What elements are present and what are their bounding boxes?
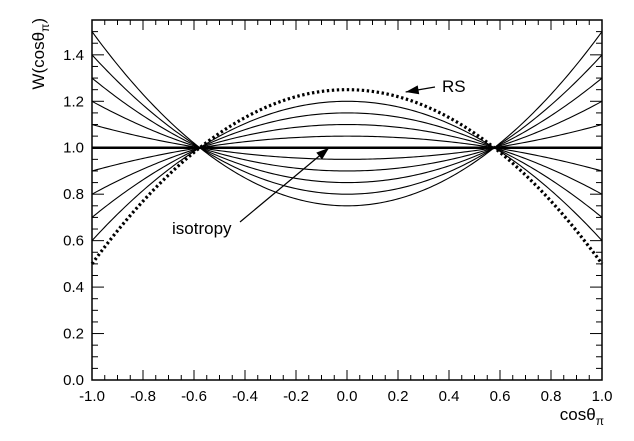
y-tick-label: 1.4: [63, 47, 84, 64]
rs-arrow-head: [405, 85, 420, 95]
y-axis-title-close: ): [29, 18, 48, 24]
series-line-7: [91, 123, 603, 195]
x-tick-label: -1.0: [79, 388, 105, 405]
y-axis-title: W(cosθπ): [29, 18, 52, 90]
curves-group: [90, 31, 604, 265]
x-tick-label: 0.2: [388, 388, 409, 405]
x-axis-title-subscript: π: [596, 414, 604, 428]
x-axis-title-main: cosθ: [560, 405, 596, 424]
series-line-3: [91, 100, 603, 172]
series-line-8: [91, 112, 603, 218]
x-tick-label: 0.0: [337, 388, 358, 405]
x-tick-label: 0.6: [490, 388, 511, 405]
y-axis-title-main: W(cosθ: [29, 32, 48, 90]
isotropy-label: isotropy: [172, 219, 232, 238]
y-axis-ticks: 0.0 0.2 0.4 0.6 0.8 1.0 1.2 1.4: [63, 19, 602, 389]
x-tick-label: 0.8: [541, 388, 562, 405]
y-tick-label: 0.8: [63, 186, 84, 203]
x-tick-label: 1.0: [592, 388, 613, 405]
y-tick-label: 1.0: [63, 140, 84, 157]
annotations-group: RS isotropy: [172, 77, 466, 238]
series-line-6: [91, 135, 603, 172]
y-tick-label: 0.2: [63, 326, 84, 343]
series-line-9: [91, 100, 603, 242]
x-tick-label: -0.6: [181, 388, 207, 405]
isotropy-arrow-shaft: [239, 147, 330, 223]
x-tick-label: -0.4: [232, 388, 258, 405]
series-line-4: [91, 123, 603, 160]
x-axis-ticks: -1.0 -0.8 -0.6 -0.4 -0.2 0.0 0.2 0.4 0.6 0.8 1.0: [79, 20, 612, 405]
series-line-1: [91, 54, 603, 195]
y-tick-label: 0.6: [63, 233, 84, 250]
plot-frame: [91, 19, 603, 381]
y-axis-title-subscript: π: [38, 24, 52, 32]
isotropy-arrow-head: [316, 147, 330, 160]
series-rs-line: [90, 88, 604, 265]
y-tick-label: 0.0: [63, 372, 84, 389]
series-line-0: [91, 31, 603, 207]
x-tick-label: -0.2: [283, 388, 309, 405]
x-tick-label: 0.4: [439, 388, 460, 405]
y-tick-label: 0.4: [63, 279, 84, 296]
y-tick-label: 1.2: [63, 93, 84, 110]
x-tick-label: -0.8: [130, 388, 156, 405]
x-axis-title: cosθπ: [560, 405, 604, 428]
series-line-2: [91, 77, 603, 184]
rs-label: RS: [442, 77, 466, 96]
